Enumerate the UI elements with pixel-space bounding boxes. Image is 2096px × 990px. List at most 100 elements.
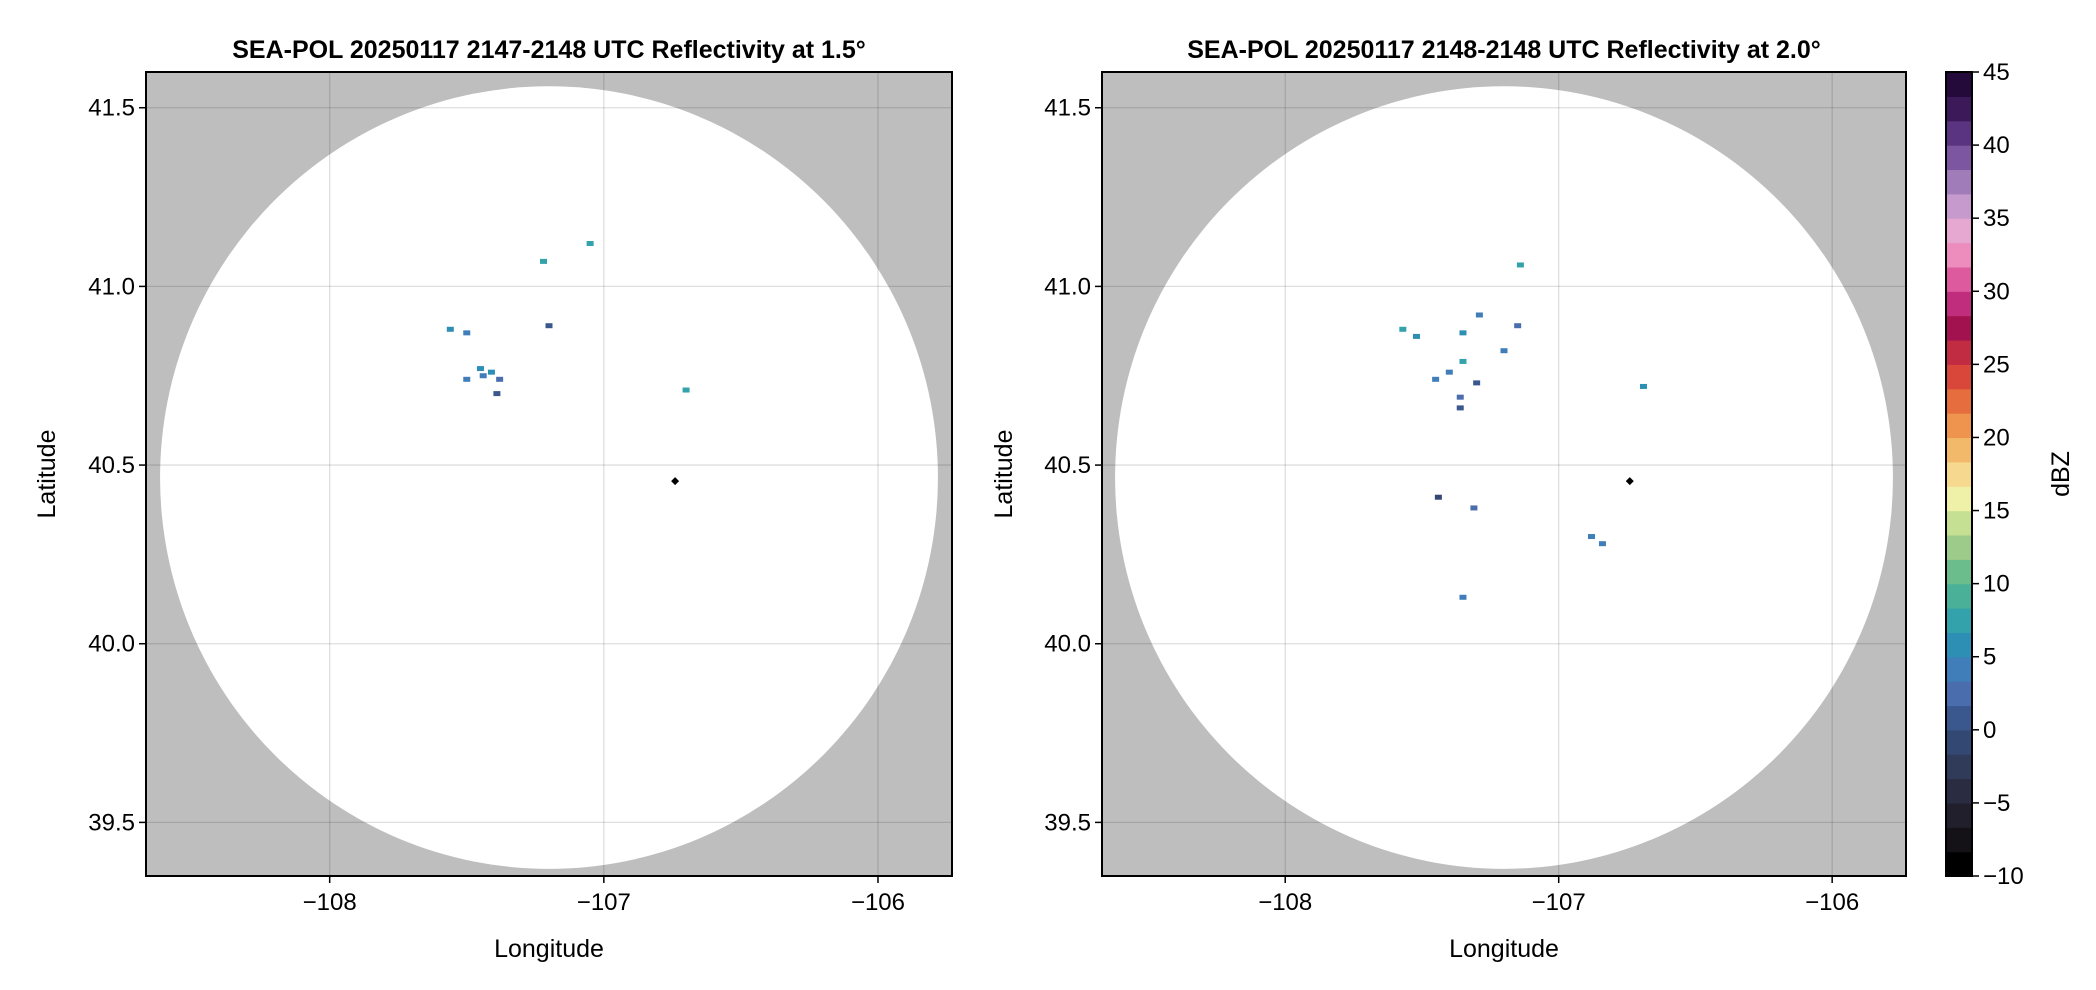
echo-cell (463, 376, 471, 382)
colorbar-band (1946, 461, 1972, 487)
colorbar-frame (1945, 71, 1973, 877)
echo-cell (1470, 505, 1478, 511)
x-tick-label: −106 (1805, 889, 1859, 916)
colorbar-band (1946, 534, 1972, 560)
y-tick-label: 41.5 (88, 95, 135, 122)
panel-left-echoes (446, 241, 690, 397)
echo-cell (1399, 326, 1407, 332)
colorbar-band (1946, 754, 1972, 780)
colorbar-tick-label: 10 (1983, 571, 2010, 598)
colorbar-bands (1946, 72, 1972, 877)
panel-right-title: SEA-POL 20250117 2148-2148 UTC Reflectiv… (1187, 36, 1821, 64)
y-tick-label: 41.5 (1044, 95, 1091, 122)
panel-left-plot-area (146, 72, 952, 876)
panel-left-grid (146, 72, 952, 876)
echo-cell (446, 326, 454, 332)
echo-cell (1473, 380, 1481, 386)
colorbar-band (1946, 437, 1972, 463)
echo-cell (1434, 494, 1442, 500)
panel-right-frame (1101, 71, 1907, 877)
y-tick-label: 41.0 (88, 273, 135, 300)
panel-left-radar-coverage (160, 86, 938, 869)
y-tick-label: 39.5 (88, 809, 135, 836)
panel-right-grid (1102, 72, 1906, 876)
colorbar-band (1946, 340, 1972, 365)
x-tick-label: −108 (1258, 889, 1312, 916)
colorbar-tick-label: −10 (1983, 863, 2024, 890)
echo-cell (1412, 333, 1420, 339)
y-tick-label: 39.5 (1044, 809, 1091, 836)
echo-cell (1456, 405, 1464, 411)
panel-right-yticks: 39.5 40.0 40.5 41.0 41.5 (1044, 95, 1102, 836)
echo-cell (586, 241, 594, 247)
y-tick-label: 40.0 (88, 631, 135, 658)
colorbar-tick-label: 5 (1983, 644, 1996, 671)
x-tick-label: −108 (303, 889, 357, 916)
echo-cell (1500, 348, 1508, 354)
colorbar-tick-label: 45 (1983, 59, 2010, 86)
y-tick-label: 41.0 (1044, 273, 1091, 300)
echo-cell (540, 258, 548, 264)
panel-left-xticks: −108 −107 −106 (303, 876, 905, 916)
colorbar-band (1946, 681, 1972, 707)
panel-right-radar-coverage (1115, 86, 1893, 869)
panel-right-xticks: −108 −107 −106 (1258, 876, 1859, 916)
echo-cell (1475, 312, 1483, 318)
panel-right-plot-area (1102, 72, 1906, 876)
echo-cell (682, 387, 690, 393)
colorbar-band (1946, 242, 1972, 268)
colorbar-band (1946, 218, 1972, 244)
panel-left: SEA-POL 20250117 2147-2148 UTC Reflectiv… (33, 36, 953, 963)
echo-cell (1432, 376, 1440, 382)
colorbar-tick-label: 30 (1983, 278, 2010, 305)
colorbar-band (1946, 266, 1972, 292)
echo-cell (1459, 330, 1467, 336)
panel-left-xlabel: Longitude (494, 935, 604, 963)
echo-cell (545, 323, 553, 329)
echo-cell (1598, 541, 1606, 547)
x-tick-label: −107 (1532, 889, 1586, 916)
colorbar-band (1946, 583, 1972, 609)
colorbar-band (1946, 802, 1972, 828)
x-tick-label: −106 (851, 889, 905, 916)
echo-cell (476, 366, 484, 372)
colorbar-band (1946, 632, 1972, 658)
colorbar-band (1946, 145, 1972, 171)
colorbar-band (1946, 729, 1972, 755)
colorbar-band (1946, 608, 1972, 633)
colorbar-label: dBZ (2047, 451, 2075, 497)
echo-cell (1459, 594, 1467, 600)
colorbar-tick-label: 0 (1983, 717, 1996, 744)
colorbar-band (1946, 413, 1972, 439)
echo-cell (463, 330, 471, 336)
colorbar-band (1946, 96, 1972, 122)
panel-right-ylabel: Latitude (990, 430, 1018, 519)
panel-right-radar-site-marker (1625, 477, 1634, 486)
colorbar-band (1946, 486, 1972, 512)
echo-cell (1588, 534, 1596, 540)
colorbar-band (1946, 851, 1972, 877)
echo-cell (1459, 358, 1467, 364)
echo-cell (487, 369, 495, 375)
panel-left-radar-site-marker (671, 477, 680, 486)
panel-left-frame (145, 71, 953, 877)
colorbar-tick-label: 40 (1983, 132, 2010, 159)
y-tick-label: 40.0 (1044, 631, 1091, 658)
colorbar-band (1946, 559, 1972, 585)
colorbar-tick-label: 15 (1983, 498, 2010, 525)
panel-right: SEA-POL 20250117 2148-2148 UTC Reflectiv… (990, 36, 1907, 963)
y-tick-label: 40.5 (1044, 452, 1091, 479)
colorbar-band (1946, 193, 1972, 219)
colorbar-band (1946, 827, 1972, 853)
colorbar-band (1946, 169, 1972, 195)
echo-cell (493, 391, 501, 397)
colorbar-tick-label: 25 (1983, 351, 2010, 378)
colorbar-band (1946, 120, 1972, 146)
echo-cell (1445, 369, 1453, 375)
colorbar-band (1946, 656, 1972, 682)
x-tick-label: −107 (577, 889, 631, 916)
echo-cell (479, 373, 487, 379)
colorbar-band (1946, 315, 1972, 341)
panel-right-echoes (1399, 262, 1647, 600)
